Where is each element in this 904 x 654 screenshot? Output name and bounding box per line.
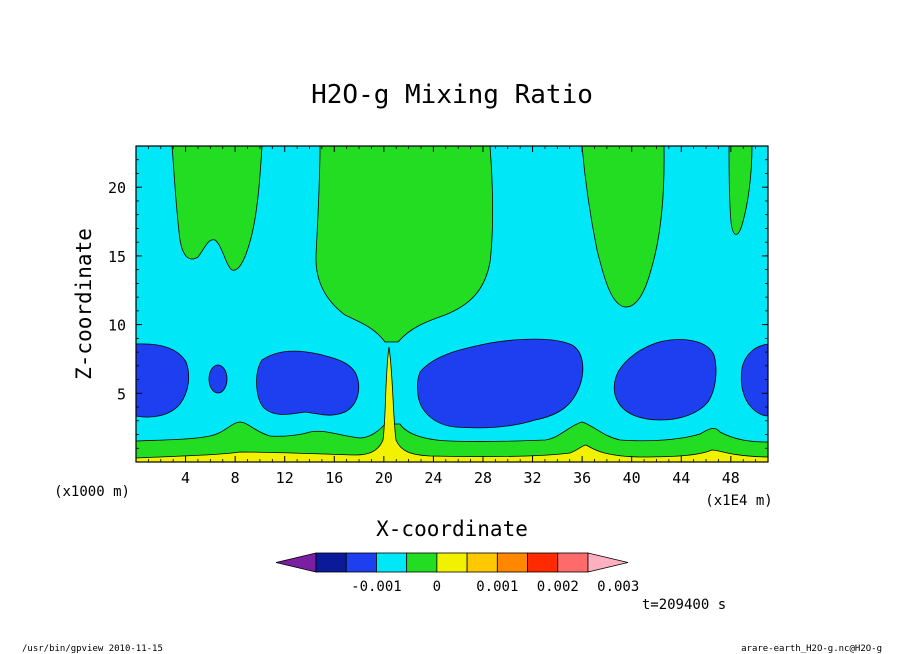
x-tick-label: 44 (672, 469, 690, 487)
fill-blue-cell-2 (208, 364, 228, 394)
colorbar-cell (315, 552, 347, 573)
colorbar-high-extend (587, 552, 629, 573)
colorbar-tick-label: 0.001 (476, 579, 518, 595)
fill-yellow-plume (136, 346, 768, 462)
fill-blue-cell-4 (417, 338, 584, 429)
x-tick-label: 28 (474, 469, 492, 487)
footer-left: /usr/bin/gpview 2010-11-15 (22, 644, 163, 654)
colorbar-cell (466, 552, 498, 573)
x-tick-label: 40 (623, 469, 641, 487)
x-scale-right-label: (x1E4 m) (705, 493, 772, 509)
fill-upper-green-3 (581, 146, 665, 308)
fill-upper-green-2 (315, 146, 494, 343)
fill-upper-green-1 (171, 146, 263, 271)
fill-low-green-band (136, 421, 768, 462)
colorbar-low-extend (275, 552, 317, 573)
x-tick-label: 36 (573, 469, 591, 487)
colorbar-tick-label: 0 (433, 579, 441, 595)
fill-blue-cell-5 (613, 339, 717, 421)
colorbar-cell (345, 552, 377, 573)
footer-right: arare-earth_H2O-g.nc@H2O-g (741, 644, 882, 654)
fill-upper-green-4 (728, 146, 753, 235)
x-tick-label: 12 (276, 469, 294, 487)
fill-blue-cell-3 (256, 350, 360, 416)
y-tick-label: 10 (108, 317, 126, 335)
fill-blue-cell-1 (136, 343, 190, 418)
colorbar-cell (376, 552, 408, 573)
chart-title: H2O-g Mixing Ratio (311, 80, 593, 110)
y-axis: 5 10 15 20 (108, 159, 768, 449)
x-tick-label: 8 (231, 469, 240, 487)
x-tick-label: 20 (375, 469, 393, 487)
colorbar-tick-label: 0.002 (537, 579, 579, 595)
contour-plot-area (136, 146, 768, 462)
y-tick-label: 15 (108, 248, 126, 266)
x-scale-left-label: (x1000 m) (54, 484, 130, 500)
colorbar: -0.001 0 0.001 0.002 0.003 (275, 552, 639, 595)
fill-blue-cell-6 (740, 343, 768, 417)
time-label: t=209400 s (642, 597, 726, 613)
colorbar-cell (557, 552, 589, 573)
y-tick-label: 5 (117, 385, 126, 403)
x-tick-label: 48 (722, 469, 740, 487)
colorbar-tick-label: -0.001 (351, 579, 402, 595)
x-axis-label: X-coordinate (376, 517, 528, 541)
plot-frame (135, 145, 769, 463)
x-tick-label: 16 (325, 469, 343, 487)
x-tick-label: 4 (181, 469, 190, 487)
colorbar-cell (436, 552, 468, 573)
colorbar-tick-label: 0.003 (597, 579, 639, 595)
colorbar-cell (406, 552, 438, 573)
y-axis-label: Z-coordinate (72, 228, 96, 380)
y-tick-label: 20 (108, 179, 126, 197)
x-tick-label: 32 (524, 469, 542, 487)
colorbar-cell (527, 552, 559, 573)
x-tick-label: 24 (424, 469, 442, 487)
x-axis: 4 8 12 16 20 24 28 32 36 40 44 48 (147, 146, 757, 487)
colorbar-cell (496, 552, 528, 573)
